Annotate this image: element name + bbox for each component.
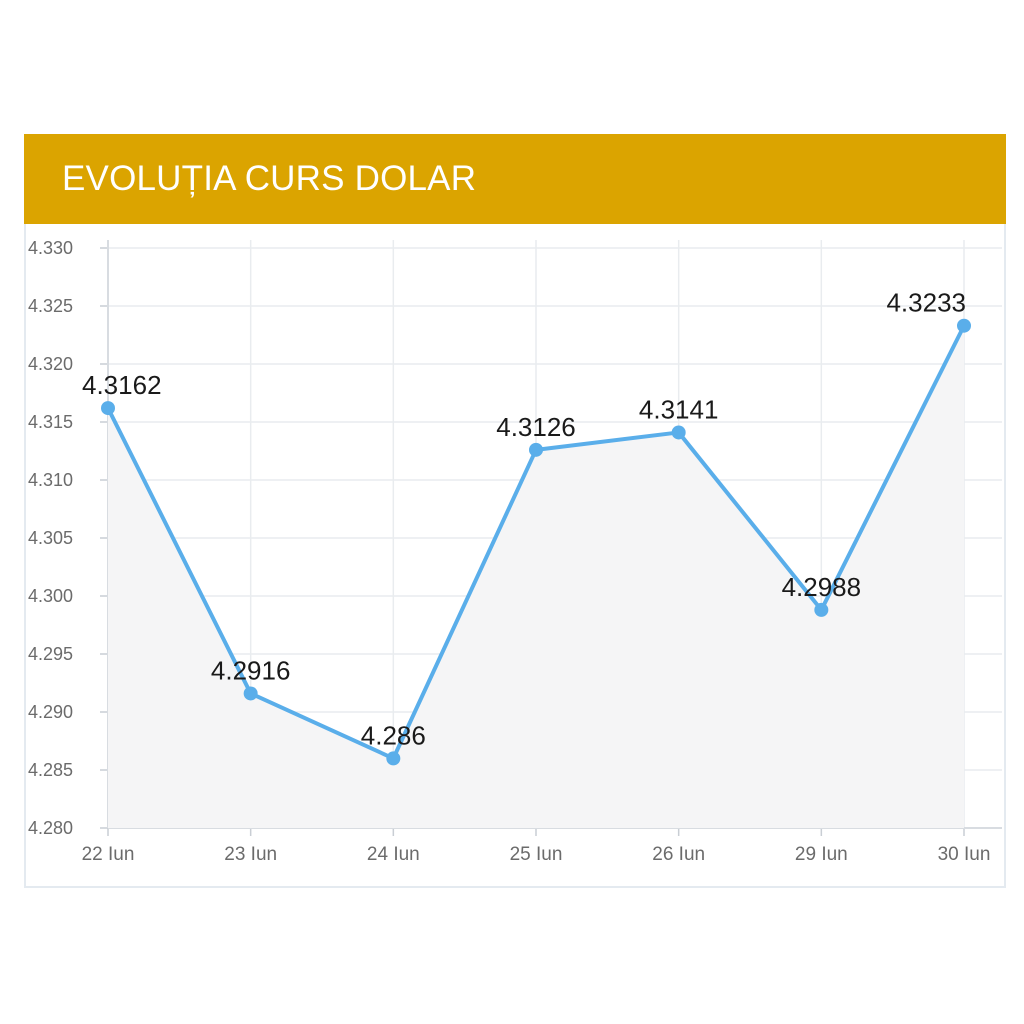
x-tick-label: 25 Iun	[510, 844, 563, 865]
data-point	[101, 401, 115, 416]
chart-title: EVOLUȚIA CURS DOLAR	[62, 159, 477, 198]
x-tick-label: 22 Iun	[82, 844, 135, 865]
data-point	[671, 425, 686, 440]
data-label: 4.3126	[496, 412, 576, 442]
data-label: 4.2988	[782, 572, 862, 602]
data-label: 4.3141	[639, 394, 719, 424]
x-tick-label: 24 Iun	[367, 844, 420, 865]
data-point	[243, 686, 258, 701]
chart-header: EVOLUȚIA CURS DOLAR	[24, 134, 1006, 224]
x-tick-label: 26 Iun	[652, 844, 705, 865]
data-label: 4.3162	[82, 370, 162, 400]
y-tick-label: 4.285	[28, 760, 73, 780]
y-tick-label: 4.310	[28, 470, 73, 490]
y-tick-label: 4.300	[28, 586, 73, 606]
data-point	[386, 751, 401, 766]
data-point	[529, 442, 543, 457]
chart-card: EVOLUȚIA CURS DOLAR 4.330 4.325 4.320 4.315…	[24, 134, 1006, 888]
y-tick-label: 4.290	[28, 702, 73, 722]
data-label: 4.3233	[886, 288, 966, 318]
data-point	[957, 318, 971, 333]
x-tick-label: 23 Iun	[224, 844, 277, 865]
data-point	[814, 602, 829, 617]
x-tick-label: 29 Iun	[795, 844, 848, 865]
y-tick-label: 4.325	[28, 296, 73, 316]
y-tick-label: 4.320	[28, 354, 73, 374]
line-chart: 4.330 4.325 4.320 4.315 4.310 4.305 4.300 4.295…	[28, 238, 1002, 865]
data-label: 4.2916	[211, 655, 291, 685]
data-label: 4.286	[361, 720, 426, 750]
y-tick-label: 4.305	[28, 528, 73, 548]
y-tick-label: 4.330	[28, 238, 73, 258]
y-tick-label: 4.280	[28, 818, 73, 838]
area-fill	[108, 325, 964, 828]
y-tick-label: 4.295	[28, 644, 73, 664]
x-tick-label: 30 Iun	[938, 844, 991, 865]
y-tick-label: 4.315	[28, 412, 73, 432]
